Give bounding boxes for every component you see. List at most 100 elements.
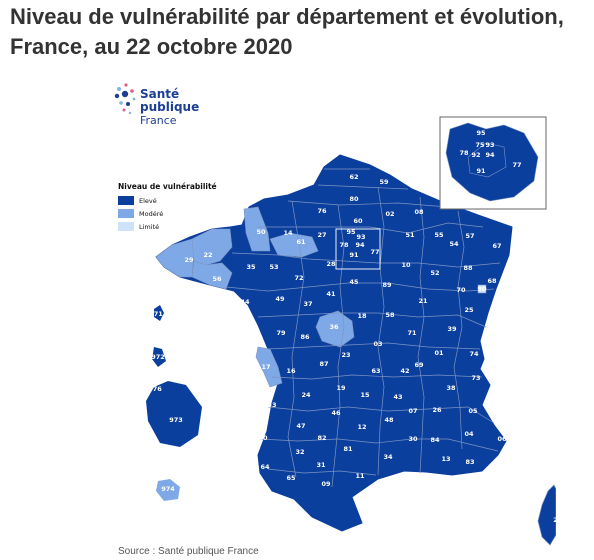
dept-label-61: 61	[296, 238, 306, 246]
idf-inset-label-92: 92	[471, 151, 480, 159]
logo-line-2: publique	[140, 100, 199, 114]
dept-shape-973-outline	[146, 381, 202, 447]
dept-label-44: 44	[240, 298, 250, 306]
dept-label-35: 35	[246, 263, 256, 271]
dept-label-78: 78	[339, 241, 349, 249]
dept-label-73: 73	[471, 374, 480, 382]
dept-label-86: 86	[300, 333, 310, 341]
legend-label-eleve: Elevé	[139, 197, 157, 205]
dept-label-971: 971	[149, 310, 163, 318]
dept-label-81: 81	[343, 445, 353, 453]
legend-title: Niveau de vulnérabilité	[118, 182, 217, 191]
dept-label-56: 56	[212, 275, 222, 283]
dept-label-87: 87	[319, 360, 328, 368]
dept-label-25: 25	[464, 306, 474, 314]
dept-shape-50	[243, 206, 271, 252]
dept-shape-974-outline	[156, 479, 180, 501]
dept-label-42: 42	[400, 367, 409, 375]
dept-label-52: 52	[430, 269, 439, 277]
dept-label-77: 77	[370, 248, 379, 256]
dept-label-38: 38	[446, 384, 456, 392]
dept-label-46: 46	[331, 409, 341, 417]
dept-label-16: 16	[286, 367, 296, 375]
dept-label-12: 12	[357, 423, 366, 431]
dept-label-40: 40	[258, 434, 268, 442]
dept-label-94: 94	[355, 241, 365, 249]
dept-label-50: 50	[256, 228, 266, 236]
idf-inset-label-78: 78	[459, 149, 469, 157]
dept-label-39: 39	[447, 325, 457, 333]
dept-label-89: 89	[382, 281, 392, 289]
dept-shape-56	[191, 260, 233, 290]
dept-label-34: 34	[383, 453, 393, 461]
dept-label-57: 57	[465, 232, 474, 240]
page-title: Niveau de vulnérabilité par département …	[10, 4, 564, 59]
dept-label-95: 95	[346, 228, 356, 236]
dept-label-64: 64	[260, 463, 270, 471]
idf-inset	[439, 116, 547, 210]
dept-shape-972-outline	[152, 347, 166, 367]
idf-inset-label-91: 91	[476, 167, 486, 175]
dept-label-974: 974	[161, 485, 175, 493]
dept-label-33: 33	[267, 401, 276, 409]
dept-label-36: 36	[329, 323, 339, 331]
map-legend: Niveau de vulnérabilité Elevé Modéré Lim…	[118, 182, 217, 231]
department-borders	[225, 168, 501, 488]
idf-inset-borders	[467, 142, 507, 178]
dept-label-2A: 2A	[553, 516, 556, 524]
france-vulnerability-map: Santé publique France Niveau de vulnérab…	[114, 83, 569, 546]
dept-label-973: 973	[169, 416, 183, 424]
dept-label-05: 05	[468, 407, 478, 415]
logo-line-1: Santé	[140, 87, 179, 101]
idf-inset-label-94: 94	[485, 151, 495, 159]
dept-label-15: 15	[360, 391, 370, 399]
logo-dots-icon	[114, 83, 136, 115]
dept-label-70: 70	[456, 286, 466, 294]
dept-label-13: 13	[441, 455, 450, 463]
dept-label-51: 51	[405, 231, 415, 239]
logo: Santé publique France	[114, 83, 199, 127]
dept-label-59: 59	[379, 178, 389, 186]
dept-label-84: 84	[430, 436, 440, 444]
dept-label-30: 30	[408, 435, 418, 443]
dept-label-85: 85	[249, 325, 259, 333]
dept-label-69: 69	[414, 361, 424, 369]
dept-label-32: 32	[295, 448, 304, 456]
dept-label-47: 47	[296, 422, 305, 430]
idf-inset-label-95: 95	[476, 129, 486, 137]
legend-swatch-limite	[118, 222, 134, 231]
dept-label-90: 90	[477, 285, 487, 293]
dept-label-79: 79	[276, 329, 286, 337]
dept-label-67: 67	[492, 242, 501, 250]
dept-label-19: 19	[336, 384, 346, 392]
legend-label-modere: Modéré	[139, 210, 163, 218]
dept-label-11: 11	[355, 472, 365, 480]
dept-label-65: 65	[286, 474, 296, 482]
dept-label-45: 45	[349, 278, 359, 286]
dept-label-49: 49	[275, 295, 285, 303]
dept-label-93: 93	[356, 233, 365, 241]
idf-inset-label-75: 75	[475, 141, 485, 149]
dept-label-07: 07	[408, 407, 417, 415]
dept-label-76: 76	[317, 207, 327, 215]
dept-label-09: 09	[321, 480, 331, 488]
dept-label-27: 27	[317, 231, 326, 239]
legend-label-limite: Limité	[139, 223, 159, 231]
dept-label-06: 06	[497, 435, 507, 443]
dept-shape-90	[477, 284, 487, 294]
idf-inset-label-77: 77	[512, 161, 521, 169]
dept-label-28: 28	[326, 260, 336, 268]
corsica-shape	[537, 484, 557, 546]
dept-label-31: 31	[316, 461, 326, 469]
dept-label-01: 01	[434, 349, 444, 357]
dept-shape-971-outline	[154, 305, 164, 321]
dept-label-80: 80	[349, 195, 359, 203]
dept-label-55: 55	[434, 231, 444, 239]
dept-label-22: 22	[203, 251, 212, 259]
idf-inset-label-93: 93	[485, 141, 494, 149]
dept-label-72: 72	[294, 274, 303, 282]
dept-label-23: 23	[341, 351, 350, 359]
source-note: Source : Santé publique France	[118, 546, 259, 557]
dept-label-71: 71	[407, 329, 417, 337]
